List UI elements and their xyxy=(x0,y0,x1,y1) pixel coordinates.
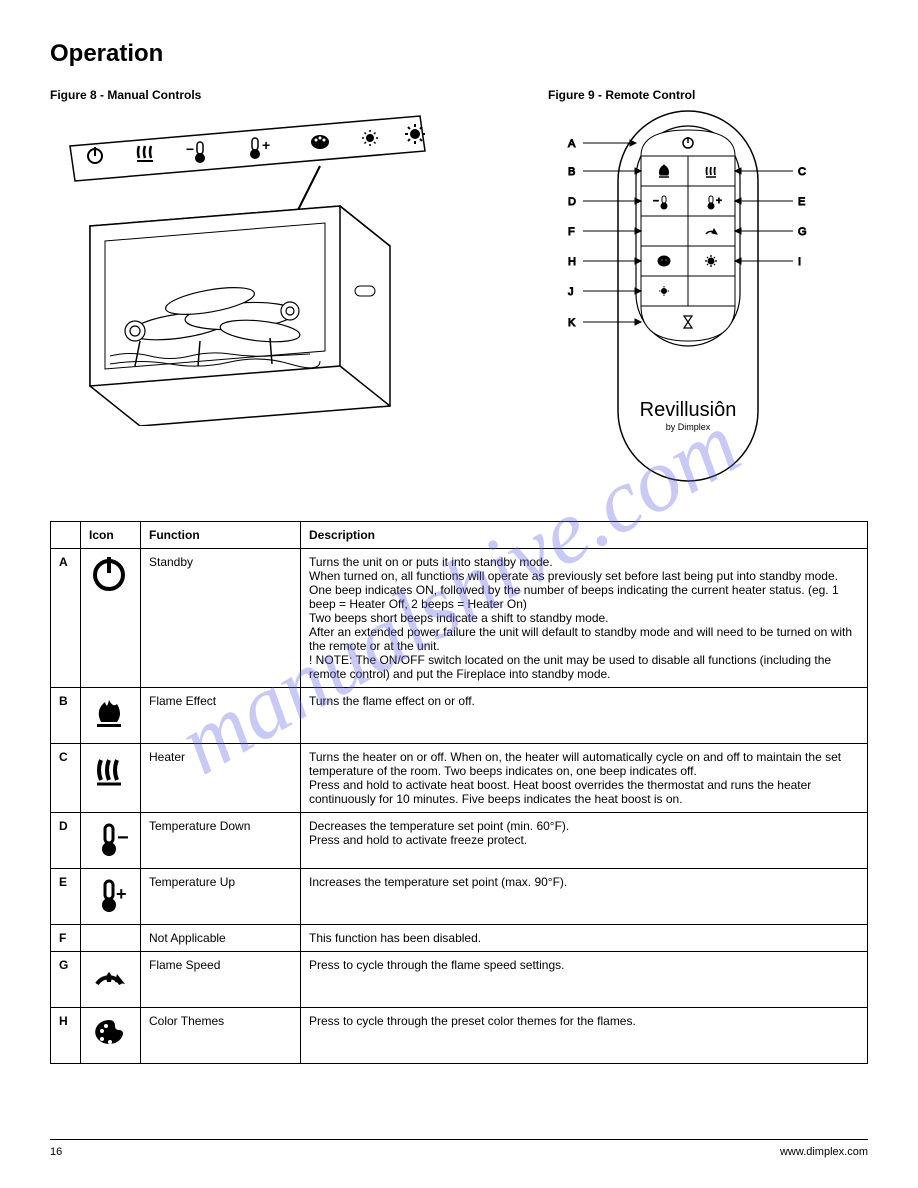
flame-icon xyxy=(81,688,141,744)
panel-bright-icon xyxy=(405,124,425,144)
svg-text:J: J xyxy=(568,286,574,298)
svg-text:+: + xyxy=(116,884,127,904)
svg-text:C: C xyxy=(798,166,806,178)
remote-brand: Revillusiôn xyxy=(640,399,737,421)
svg-text:K: K xyxy=(568,317,576,329)
th-desc: Description xyxy=(301,522,868,549)
table-row: D − Temperature Down Decreases the tempe… xyxy=(51,813,868,869)
blank-icon xyxy=(81,925,141,952)
figures-row: Figure 8 - Manual Controls xyxy=(50,88,868,491)
svg-text:−: − xyxy=(117,827,129,849)
ref-C: C xyxy=(51,744,81,813)
func-color: Color Themes xyxy=(141,1008,301,1064)
svg-text:E: E xyxy=(798,196,805,208)
table-row: B Flame Effect Turns the flame effect on… xyxy=(51,688,868,744)
desc-temp-down: Decreases the temperature set point (min… xyxy=(301,813,868,869)
power-icon xyxy=(81,549,141,688)
table-row: H Color Themes Press to cycle through th… xyxy=(51,1008,868,1064)
ref-H: H xyxy=(51,1008,81,1064)
svg-text:A: A xyxy=(568,138,576,150)
temp-up-icon: + xyxy=(81,869,141,925)
desc-heater: Turns the heater on or off. When on, the… xyxy=(301,744,868,813)
svg-text:B: B xyxy=(568,166,575,178)
ref-G: G xyxy=(51,952,81,1008)
svg-text:−: − xyxy=(653,196,659,207)
svg-text:I: I xyxy=(798,256,801,268)
svg-text:H: H xyxy=(568,256,576,268)
figure-8: Figure 8 - Manual Controls xyxy=(50,88,470,431)
remote-svg: − + A B D F H J K xyxy=(548,106,828,486)
heat-icon xyxy=(81,744,141,813)
th-icon: Icon xyxy=(81,522,141,549)
figure-9-caption: Figure 9 - Remote Control xyxy=(548,88,828,102)
th-ref xyxy=(51,522,81,549)
ref-D: D xyxy=(51,813,81,869)
func-heater: Heater xyxy=(141,744,301,813)
table-row: C Heater Turns the heater on or off. Whe… xyxy=(51,744,868,813)
remote-brand-sub: by Dimplex xyxy=(666,422,711,432)
table-row: F Not Applicable This function has been … xyxy=(51,925,868,952)
func-flame: Flame Effect xyxy=(141,688,301,744)
temp-down-icon: − xyxy=(81,813,141,869)
footer-url: www.dimplex.com xyxy=(780,1146,868,1158)
func-temp-up: Temperature Up xyxy=(141,869,301,925)
svg-text:G: G xyxy=(798,226,807,238)
figure-8-caption: Figure 8 - Manual Controls xyxy=(50,88,470,102)
page-footer: 16 www.dimplex.com xyxy=(50,1139,868,1158)
ref-F: F xyxy=(51,925,81,952)
svg-text:+: + xyxy=(716,196,722,207)
ref-A: A xyxy=(51,549,81,688)
ref-E: E xyxy=(51,869,81,925)
svg-text:F: F xyxy=(568,226,575,238)
table-row: G Flame Speed Press to cycle through the… xyxy=(51,952,868,1008)
svg-text:+: + xyxy=(262,137,270,153)
table-row: E + Temperature Up Increases the tempera… xyxy=(51,869,868,925)
func-speed: Flame Speed xyxy=(141,952,301,1008)
figure-9: Figure 9 - Remote Control xyxy=(548,88,828,491)
func-temp-down: Temperature Down xyxy=(141,813,301,869)
table-row: A Standby Turns the unit on or puts it i… xyxy=(51,549,868,688)
desc-flame: Turns the flame effect on or off. xyxy=(301,688,868,744)
desc-color: Press to cycle through the preset color … xyxy=(301,1008,868,1064)
speed-icon xyxy=(81,952,141,1008)
desc-speed: Press to cycle through the flame speed s… xyxy=(301,952,868,1008)
func-standby: Standby xyxy=(141,549,301,688)
ref-B: B xyxy=(51,688,81,744)
color-icon xyxy=(81,1008,141,1064)
panel-color-icon xyxy=(311,135,329,149)
svg-text:−: − xyxy=(186,141,194,157)
desc-temp-up: Increases the temperature set point (max… xyxy=(301,869,868,925)
desc-standby: Turns the unit on or puts it into standb… xyxy=(301,549,868,688)
controls-table: Icon Function Description A Standby Turn… xyxy=(50,521,868,1064)
svg-text:D: D xyxy=(568,196,576,208)
fireplace-svg: − + xyxy=(50,106,470,426)
page-number: 16 xyxy=(50,1146,62,1158)
desc-na: This function has been disabled. xyxy=(301,925,868,952)
func-na: Not Applicable xyxy=(141,925,301,952)
page-title: Operation xyxy=(50,40,868,68)
table-body: A Standby Turns the unit on or puts it i… xyxy=(51,549,868,1064)
th-func: Function xyxy=(141,522,301,549)
